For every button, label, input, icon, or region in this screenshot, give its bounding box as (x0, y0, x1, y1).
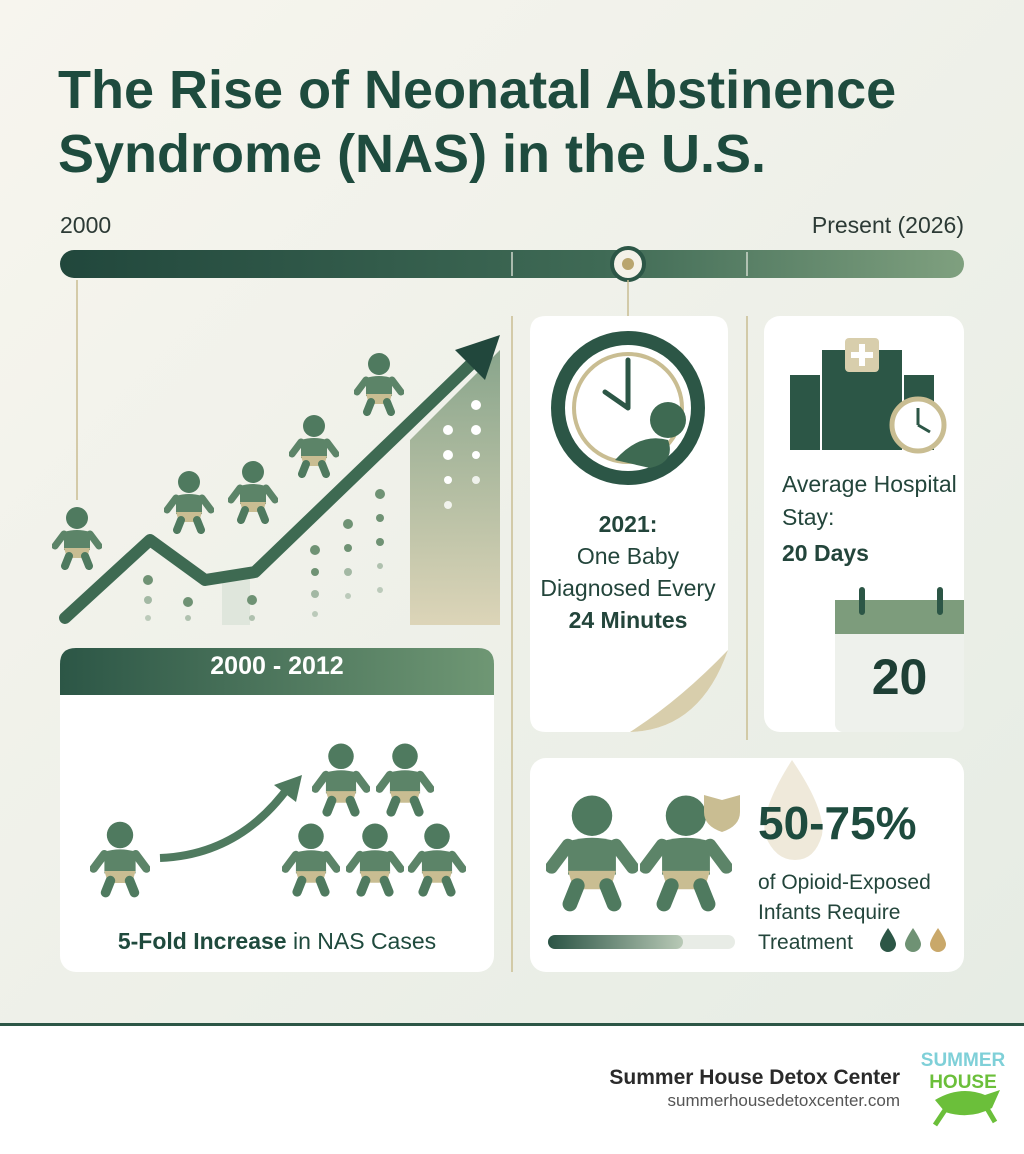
caption-bold: 5-Fold Increase (117, 928, 287, 954)
period-header (60, 648, 494, 695)
calendar-top (835, 600, 964, 634)
url: summerhousedetoxcenter.com (667, 1091, 900, 1110)
page-curl (630, 650, 728, 732)
shield-icon (704, 795, 740, 832)
treatment-percent: 50-75% (758, 797, 917, 849)
arrow-head (274, 775, 302, 802)
caption: in NAS Cases (292, 928, 437, 954)
timeline-connectors (76, 280, 748, 972)
chart-area (410, 350, 500, 625)
calendar-day: 20 (871, 649, 928, 705)
small-clock-hands (916, 408, 931, 434)
period-panel (60, 648, 494, 972)
diagnosis-year: 2021: (598, 511, 658, 537)
period-heading: 2000 - 2012 (210, 652, 344, 680)
title: The Rise of Neonatal Abstinence Syndrome… (58, 60, 897, 184)
drop-icons (880, 928, 946, 952)
hospital-text-block: Average Hospital Stay: 20 Days (782, 468, 962, 570)
organization: Summer House Detox Center (609, 1066, 900, 1089)
clock-hands (602, 357, 631, 411)
logo-top: SUMMER (921, 1050, 1006, 1071)
treatment-text: of Opioid-Exposed Infants Require Treatm… (758, 871, 931, 954)
drop-shape (764, 760, 823, 860)
footer-rule (0, 1023, 1024, 1026)
calendar-rings (859, 587, 943, 615)
chart-area (222, 575, 250, 625)
diagnosis-number: 24 (568, 607, 595, 633)
logo-bottom: HOUSE (929, 1072, 997, 1093)
baby-body (615, 438, 670, 468)
timeline-start: 2000 (60, 212, 112, 238)
chart-dots (143, 400, 481, 621)
logo (932, 1090, 1000, 1127)
growth-arrow (159, 782, 294, 862)
progress-fill (548, 935, 683, 949)
diagnosis-unit: Minutes (600, 607, 688, 633)
hospital-cross-mark (851, 344, 873, 366)
trend-arrow (59, 359, 476, 624)
period-caption-block: 5-Fold Increase in NAS Cases (60, 928, 494, 955)
treatment-card (530, 758, 964, 972)
baby-head (650, 402, 686, 438)
diagnosis-text: One Baby Diagnosed Every (540, 543, 716, 601)
hospital-label: Average Hospital Stay: (782, 471, 957, 530)
timeline-marker-dot (622, 258, 634, 270)
diagnosis-text-block: 2021: One Baby Diagnosed Every 24 Minutes (540, 508, 716, 636)
timeline-end: Present (2026) (811, 212, 964, 238)
arrow-head (455, 335, 500, 380)
hospital-value: 20 Days (782, 540, 869, 566)
